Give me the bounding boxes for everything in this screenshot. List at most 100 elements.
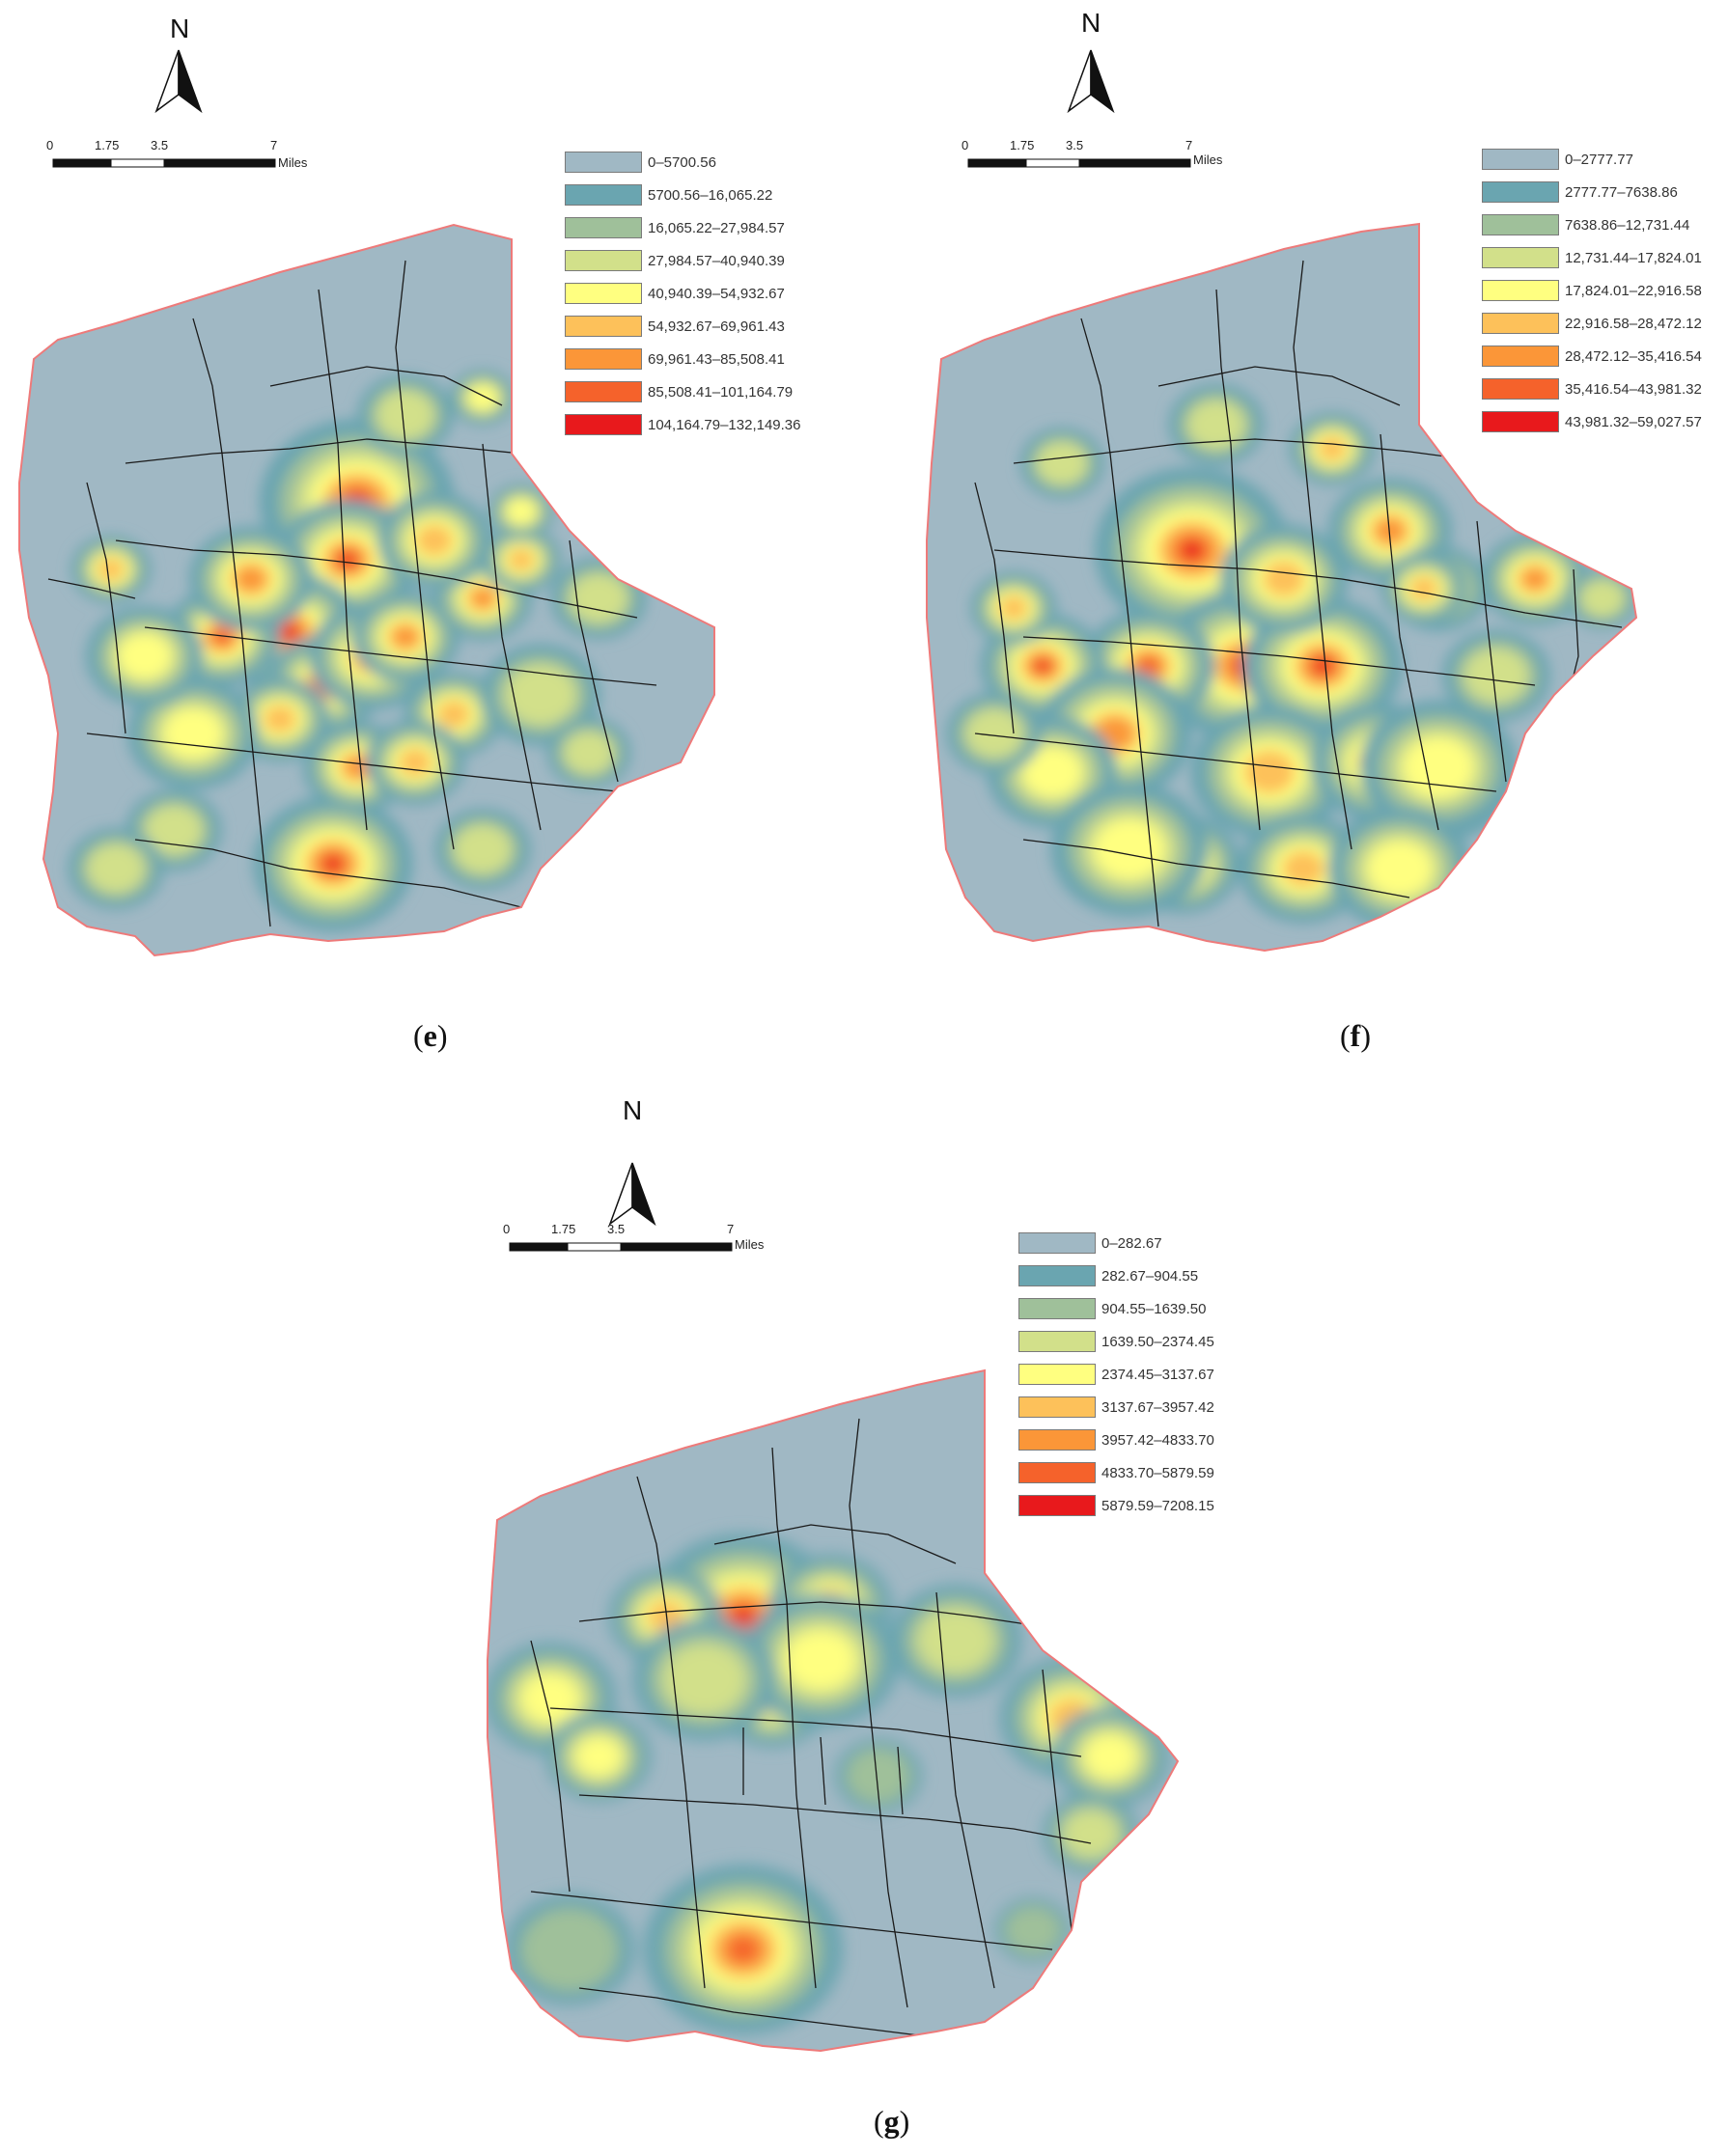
legend-swatch (1482, 247, 1559, 268)
legend-label: 904.55–1639.50 (1101, 1300, 1207, 1317)
panel-caption: (g) (874, 2104, 910, 2139)
legend-swatch (1482, 346, 1559, 367)
legend-label: 54,932.67–69,961.43 (648, 318, 785, 335)
legend-swatch (1482, 313, 1559, 334)
legend-row: 0–282.67 (1018, 1231, 1162, 1255)
legend-row: 54,932.67–69,961.43 (565, 315, 785, 338)
legend-label: 5700.56–16,065.22 (648, 186, 773, 204)
density-hotspot (1037, 442, 1087, 484)
scale-tick-1: 1.75 (551, 1222, 576, 1236)
density-hotspot (1263, 561, 1305, 597)
scale-tick-2: 3.5 (1066, 138, 1084, 152)
legend-swatch (1018, 1331, 1096, 1352)
legend-row: 2777.77–7638.86 (1482, 180, 1678, 204)
density-hotspot (520, 1907, 619, 1992)
density-hotspot (1376, 518, 1405, 543)
map-panel-g: N 0 1.75 3.5 7 Miles 0–282.67 282.67–904… (454, 1081, 1323, 2156)
legend-swatch (1018, 1298, 1096, 1319)
legend-swatch (1018, 1429, 1096, 1451)
legend-row: 2374.45–3137.67 (1018, 1363, 1214, 1386)
legend-label: 7638.86–12,731.44 (1565, 216, 1690, 234)
legend-label: 3137.67–3957.42 (1101, 1398, 1214, 1416)
legend-swatch (565, 414, 642, 435)
density-hotspot (507, 499, 536, 524)
legend-swatch (1482, 280, 1559, 301)
density-hotspot (575, 1736, 622, 1777)
legend-label: 43,981.32–59,027.57 (1565, 413, 1702, 430)
scale-tick-2: 3.5 (607, 1222, 626, 1236)
north-arrow-label: N (623, 1095, 643, 1125)
density-hotspot (1529, 481, 1579, 523)
legend-row: 69,961.43–85,508.41 (565, 347, 785, 371)
density-hotspot (1095, 819, 1164, 879)
density-hotspot (1063, 1810, 1119, 1858)
legend-row: 7638.86–12,731.44 (1482, 213, 1689, 236)
map-panel-f: N 0 1.75 3.5 7 Miles 0–2777.77 2777.77–7… (898, 0, 1728, 1071)
scale-tick-2: 3.5 (151, 138, 169, 152)
legend-label: 17,824.01–22,916.58 (1565, 282, 1702, 299)
density-hotspot (455, 825, 511, 873)
legend-swatch (565, 348, 642, 370)
legend-label: 5879.59–7208.15 (1101, 1497, 1214, 1514)
density-hotspot (1243, 750, 1296, 794)
density-hotspot (1581, 580, 1624, 617)
legend-label: 3957.42–4833.70 (1101, 1431, 1214, 1449)
legend-swatch (1482, 378, 1559, 400)
scale-tick-0: 0 (503, 1222, 511, 1236)
density-hotspot (571, 574, 627, 622)
density-hotspot (662, 1644, 747, 1715)
density-hotspot (734, 1609, 753, 1624)
density-hotspot (1282, 850, 1324, 887)
legend-swatch (1482, 181, 1559, 203)
scale-tick-1: 1.75 (95, 138, 120, 152)
panel-caption: (f) (1340, 1018, 1371, 1053)
legend-swatch (1482, 411, 1559, 432)
density-hotspot (966, 709, 1022, 758)
legend-row: 27,984.57–40,940.39 (565, 249, 785, 272)
density-hotspot (325, 857, 341, 871)
density-hotspot (399, 748, 432, 777)
legend-row: 16,065.22–27,984.57 (565, 216, 785, 239)
density-hotspot (786, 1630, 855, 1690)
density-hotspot (506, 665, 575, 725)
legend-swatch (565, 316, 642, 337)
density-hotspot (1318, 436, 1347, 461)
legend-swatch (565, 250, 642, 271)
legend-label: 12,731.44–17,824.01 (1565, 249, 1702, 266)
legend-row: 28,472.12–35,416.54 (1482, 345, 1702, 368)
density-hotspot (1409, 576, 1438, 601)
density-hotspot (146, 806, 202, 854)
density-hotspot (1368, 841, 1432, 897)
legend: 0–5700.56 5700.56–16,065.22 16,065.22–27… (565, 151, 854, 435)
density-hotspot (564, 732, 614, 774)
density-hotspot (88, 844, 144, 893)
legend: 0–282.67 282.67–904.55 904.55–1639.50 16… (1018, 1231, 1289, 1516)
legend-row: 0–5700.56 (565, 151, 716, 174)
density-hotspot (283, 626, 296, 638)
legend-label: 28,472.12–35,416.54 (1565, 347, 1702, 365)
legend-row: 3137.67–3957.42 (1018, 1396, 1214, 1419)
density-hotspot (1023, 747, 1081, 797)
density-hotspot (917, 1608, 994, 1673)
legend-label: 2777.77–7638.86 (1565, 183, 1678, 201)
density-hotspot (1004, 1905, 1062, 1955)
density-hotspot (521, 1673, 579, 1724)
density-hotspot (727, 1936, 760, 1963)
density-hotspot (164, 708, 222, 759)
legend-label: 16,065.22–27,984.57 (648, 219, 785, 236)
density-hotspot (212, 628, 232, 646)
legend-swatch (1018, 1364, 1096, 1385)
legend-row: 5700.56–16,065.22 (565, 183, 772, 207)
legend-row: 4833.70–5879.59 (1018, 1461, 1214, 1484)
legend-row: 40,940.39–54,932.67 (565, 282, 785, 305)
legend-swatch (1018, 1495, 1096, 1516)
north-arrow-label: N (170, 14, 190, 43)
legend-row: 282.67–904.55 (1018, 1264, 1198, 1287)
legend-label: 4833.70–5879.59 (1101, 1464, 1214, 1481)
legend-row: 1639.50–2374.45 (1018, 1330, 1214, 1353)
density-hotspot (1084, 1734, 1136, 1779)
density-hotspot (98, 558, 125, 581)
legend-label: 0–5700.56 (648, 153, 716, 171)
legend-swatch (1018, 1396, 1096, 1418)
legend-label: 85,508.41–101,164.79 (648, 383, 794, 401)
